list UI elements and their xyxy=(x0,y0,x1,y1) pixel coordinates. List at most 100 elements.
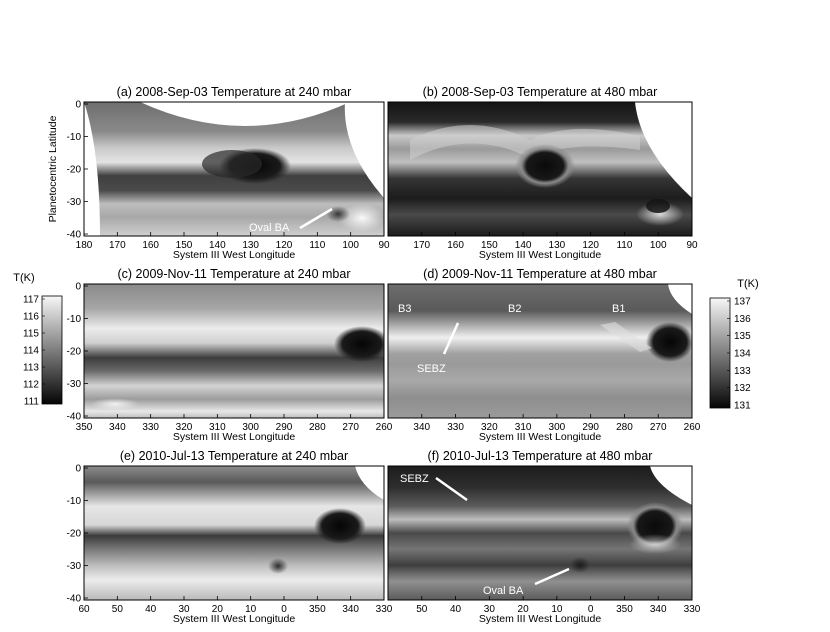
panel-b-xtick-label: 120 xyxy=(582,240,599,251)
panel-d-xtick-label: 300 xyxy=(549,422,566,433)
panel-c-ytick-label: -10 xyxy=(67,314,82,325)
panel-b-xlabel: System III West Longitude xyxy=(479,249,602,261)
panel-d-annotation-sebz: SEBZ xyxy=(417,363,446,375)
panel-e-xticks: 60 50 40 30 20 10 0 350 340 330 xyxy=(78,596,393,615)
panel-d-xtick-label: 310 xyxy=(515,422,532,433)
panel-a-xticks: 180 170 160 150 140 130 120 110 100 90 xyxy=(76,232,390,251)
panel-b: (b) 2008-Sep-03 Temperature at 480 mbar … xyxy=(387,85,698,261)
panel-a-blank-top xyxy=(140,102,350,126)
panel-a-xtick-label: 180 xyxy=(76,240,93,251)
panel-a-xtick-label: 140 xyxy=(209,240,226,251)
panel-b-xtick-label: 160 xyxy=(447,240,464,251)
panel-f-xtick-label: 340 xyxy=(650,604,667,615)
colorbar-tick-label: 135 xyxy=(734,331,751,342)
panel-c-title: (c) 2009-Nov-11 Temperature at 240 mbar xyxy=(118,267,351,281)
panel-a-xtick-label: 130 xyxy=(242,240,259,251)
panel-c-ytick-label: -20 xyxy=(67,347,82,358)
panel-e-xtick-label: 20 xyxy=(212,604,224,615)
panel-f-annotation-pointer-sebz xyxy=(435,476,468,502)
colorbar-tick-label: 115 xyxy=(23,329,39,340)
colorbar-240mbar-title: T(K) xyxy=(13,272,34,284)
panel-c-xticks: 350 340 330 320 310 300 290 280 270 260 xyxy=(76,414,393,433)
panel-c-xtick-label: 330 xyxy=(142,422,159,433)
panel-b-xtick-label: 170 xyxy=(413,240,430,251)
panel-e-ytick-label: -20 xyxy=(67,529,82,540)
panel-d-title: (d) 2009-Nov-11 Temperature at 480 mbar xyxy=(423,267,657,281)
colorbar-480mbar: T(K) 137 136 135 134 133 132 131 xyxy=(709,278,759,412)
panel-f-xtick-label: 330 xyxy=(684,604,701,615)
panel-a-yticks: 0 -10 -20 -30 -40 xyxy=(67,100,88,241)
colorbar-tick-label: 137 xyxy=(734,297,751,308)
panel-a-xtick-label: 110 xyxy=(309,240,325,251)
colorbar-tick-label: 116 xyxy=(23,312,39,323)
panel-c-xtick-label: 320 xyxy=(176,422,193,433)
panel-d: (d) 2009-Nov-11 Temperature at 480 mbar … xyxy=(387,267,701,443)
panel-c-xtick-label: 290 xyxy=(276,422,293,433)
panel-c-xtick-label: 270 xyxy=(342,422,359,433)
panel-e-xtick-label: 40 xyxy=(145,604,157,615)
panel-a-ytick-label: 0 xyxy=(75,100,81,111)
colorbar-tick-label: 112 xyxy=(23,380,39,391)
panel-c-xtick-label: 260 xyxy=(376,422,393,433)
panel-d-xticks: 340 330 320 310 300 290 280 270 260 xyxy=(413,414,701,433)
panel-b-xticks: 170 160 150 140 130 120 110 100 90 xyxy=(413,232,698,251)
panel-d-annotation-pointer xyxy=(442,322,460,355)
panel-b-xtick-label: 140 xyxy=(515,240,532,251)
colorbar-tick-label: 113 xyxy=(23,363,39,374)
panel-f-annotation-pointer-oval xyxy=(534,567,570,586)
panel-b-xtick-label: 110 xyxy=(616,240,632,251)
panel-c-xtick-label: 310 xyxy=(209,422,226,433)
colorbar-tick-label: 131 xyxy=(734,401,751,412)
colorbar-tick-label: 117 xyxy=(23,295,39,306)
colorbar-tick-label: 134 xyxy=(734,349,751,360)
panel-f-xtick-label: 0 xyxy=(588,604,594,615)
colorbar-tick-label: 133 xyxy=(734,366,751,377)
panel-f-annotation-sebz: SEBZ xyxy=(400,473,429,485)
panel-b-title: (b) 2008-Sep-03 Temperature at 480 mbar xyxy=(423,85,658,99)
panel-e-xtick-label: 0 xyxy=(281,604,287,615)
panel-d-xtick-label: 280 xyxy=(616,422,633,433)
panel-e-ytick-label: -10 xyxy=(67,496,82,507)
panel-b-xtick-label: 150 xyxy=(481,240,498,251)
panel-a-blank-left xyxy=(84,102,100,236)
panel-a-xtick-label: 90 xyxy=(378,240,390,251)
panel-c-xtick-label: 340 xyxy=(109,422,126,433)
panel-c-ytick-label: -40 xyxy=(67,412,82,423)
panel-b-blank-right xyxy=(635,102,692,198)
panel-d-xtick-label: 340 xyxy=(413,422,430,433)
colorbar-tick-label: 111 xyxy=(24,397,40,408)
panel-a-ytick-label: -40 xyxy=(67,230,82,241)
panel-c-xlabel: System III West Longitude xyxy=(173,431,296,443)
panel-a-ylabel: Planetocentric Latitude xyxy=(47,115,59,222)
panel-d-map xyxy=(388,284,692,418)
panel-a-xlabel: System III West Longitude xyxy=(173,249,296,261)
panel-d-annotation-b3: B3 xyxy=(398,303,411,315)
panel-e-xtick-label: 330 xyxy=(376,604,393,615)
panel-e-blank-right xyxy=(355,466,384,500)
panel-f-annotation-oval-ba: Oval BA xyxy=(483,585,524,597)
panel-a-ytick-label: -30 xyxy=(67,197,82,208)
panel-c: (c) 2009-Nov-11 Temperature at 240 mbar … xyxy=(67,267,393,443)
panel-d-xtick-label: 330 xyxy=(447,422,464,433)
panel-c-map xyxy=(84,284,384,418)
panel-c-ytick-label: -30 xyxy=(67,379,82,390)
panel-d-xtick-label: 270 xyxy=(650,422,667,433)
panel-f-xtick-label: 350 xyxy=(616,604,633,615)
panel-e-xlabel: System III West Longitude xyxy=(173,613,296,625)
panel-e-xtick-label: 30 xyxy=(178,604,190,615)
panel-b-xtick-label: 100 xyxy=(650,240,667,251)
colorbar-240mbar-ticks: 117 116 115 114 113 112 111 xyxy=(23,295,45,408)
panel-f-xlabel: System III West Longitude xyxy=(479,613,602,625)
panel-b-xtick-label: 90 xyxy=(686,240,698,251)
panel-d-xtick-label: 260 xyxy=(684,422,701,433)
panel-d-annotation-b1: B1 xyxy=(612,303,625,315)
panel-d-xlabel: System III West Longitude xyxy=(479,431,602,443)
panel-a-ytick-label: -10 xyxy=(67,132,82,143)
panel-f-blank-right xyxy=(650,466,692,505)
panel-c-xtick-label: 300 xyxy=(242,422,259,433)
panel-e-title: (e) 2010-Jul-13 Temperature at 240 mbar xyxy=(120,449,348,463)
panel-a-xtick-label: 120 xyxy=(276,240,293,251)
panel-d-xtick-label: 320 xyxy=(481,422,498,433)
panel-a-xtick-label: 160 xyxy=(142,240,159,251)
